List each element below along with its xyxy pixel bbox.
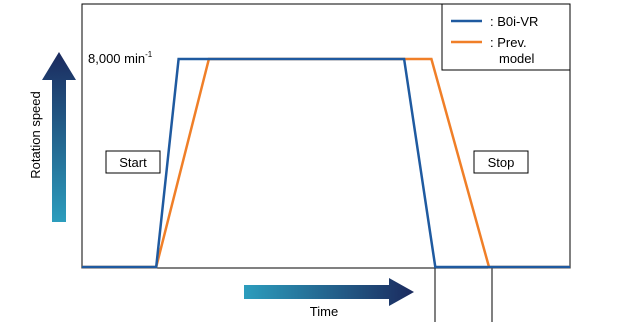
x-axis-label: Time — [310, 304, 338, 319]
start-label: Start — [119, 155, 147, 170]
series-group — [82, 57, 570, 269]
y-axis-label: Rotation speed — [28, 91, 43, 178]
legend-label-b0i-vr: : B0i-VR — [490, 14, 538, 29]
start-box — [105, 150, 161, 174]
legend-label-prev-model: : Prev. — [490, 35, 527, 50]
stop-box — [473, 150, 529, 174]
series-line-b0i-vr — [82, 57, 570, 269]
legend-box — [441, 3, 571, 71]
y-unit-exponent: -1 — [145, 50, 153, 59]
y-level-label: 8,000 min-1 — [88, 50, 153, 66]
y-axis-arrow — [42, 52, 76, 222]
plot-frame — [81, 3, 571, 269]
legend-label-prev-model-line2: model — [499, 51, 535, 66]
x-axis-arrow — [244, 278, 414, 306]
stop-label: Stop — [488, 155, 515, 170]
